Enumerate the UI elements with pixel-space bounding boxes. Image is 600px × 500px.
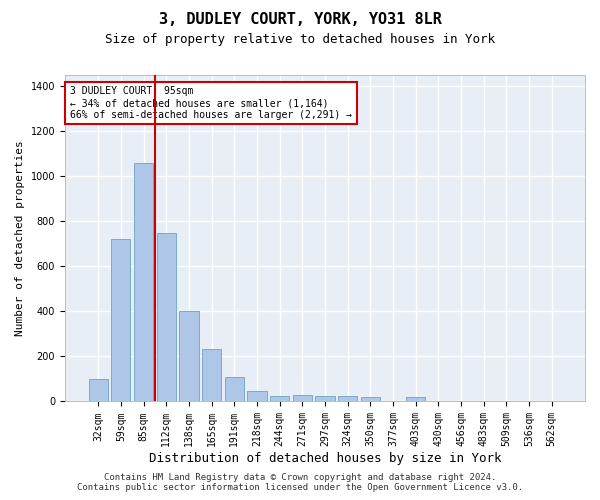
Y-axis label: Number of detached properties: Number of detached properties	[15, 140, 25, 336]
Bar	[134, 163, 153, 402]
Text: 3, DUDLEY COURT, YORK, YO31 8LR: 3, DUDLEY COURT, YORK, YO31 8LR	[158, 12, 442, 28]
Bar	[361, 397, 380, 402]
Bar	[338, 396, 357, 402]
Bar	[202, 348, 221, 402]
Bar	[406, 397, 425, 402]
Bar	[111, 240, 130, 402]
Bar	[247, 392, 266, 402]
Text: Size of property relative to detached houses in York: Size of property relative to detached ho…	[105, 32, 495, 46]
Bar	[270, 396, 289, 402]
Text: Contains HM Land Registry data © Crown copyright and database right 2024.
Contai: Contains HM Land Registry data © Crown c…	[77, 473, 523, 492]
Bar	[89, 379, 108, 402]
Bar	[157, 232, 176, 402]
Text: 3 DUDLEY COURT: 95sqm
← 34% of detached houses are smaller (1,164)
66% of semi-d: 3 DUDLEY COURT: 95sqm ← 34% of detached …	[70, 86, 352, 120]
Bar	[179, 312, 199, 402]
Bar	[293, 394, 312, 402]
X-axis label: Distribution of detached houses by size in York: Distribution of detached houses by size …	[149, 452, 501, 465]
Bar	[224, 376, 244, 402]
Bar	[316, 396, 335, 402]
